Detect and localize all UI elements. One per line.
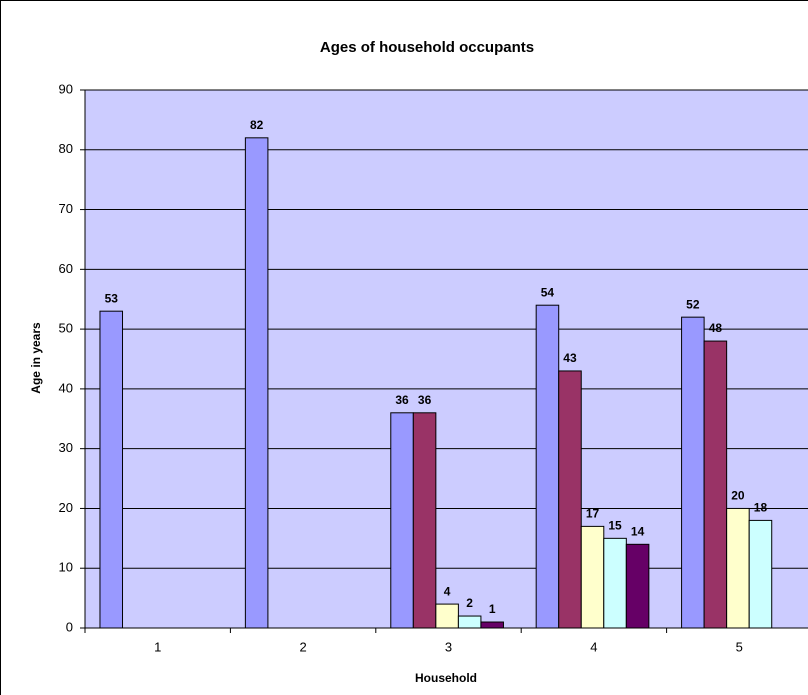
bar	[535, 304, 560, 629]
bar	[681, 316, 705, 629]
bar	[603, 537, 627, 629]
bar	[99, 310, 124, 629]
bar	[412, 412, 437, 629]
y-tick-label: 40	[59, 380, 73, 395]
data-label: 17	[586, 507, 600, 521]
bar	[480, 621, 504, 629]
x-tick-label: 3	[445, 639, 452, 654]
x-tick-label: 2	[299, 639, 306, 654]
y-tick-label: 70	[59, 201, 73, 216]
data-label: 4	[444, 584, 451, 598]
data-label: 2	[466, 596, 473, 610]
y-tick-label: 0	[66, 619, 73, 634]
data-label: 1	[489, 602, 496, 616]
bar	[390, 412, 414, 629]
x-tick-label: 5	[736, 639, 743, 654]
data-label: 36	[418, 393, 432, 407]
data-label: 53	[105, 291, 119, 305]
data-label: 54	[541, 285, 555, 299]
bar	[558, 370, 582, 629]
data-label: 15	[608, 519, 622, 533]
data-label: 82	[250, 118, 264, 132]
data-label: 48	[709, 321, 723, 335]
bar	[457, 615, 482, 629]
y-tick-label: 80	[59, 141, 73, 156]
bar	[703, 340, 728, 629]
y-axis-title: Age in years	[29, 322, 43, 394]
bar	[625, 543, 650, 629]
y-tick-label: 90	[59, 81, 73, 96]
y-tick-label: 20	[59, 500, 73, 515]
data-label: 14	[631, 524, 645, 538]
data-label: 52	[686, 297, 700, 311]
y-tick-label: 10	[59, 560, 73, 575]
y-tick-label: 30	[59, 440, 73, 455]
x-tick-label: 4	[590, 639, 597, 654]
bar	[435, 603, 459, 629]
bar	[748, 519, 773, 629]
y-tick-label: 60	[59, 261, 73, 276]
data-label: 20	[731, 489, 745, 503]
data-label: 36	[395, 393, 409, 407]
x-axis-title: Household	[415, 671, 477, 685]
data-label: 18	[754, 501, 768, 515]
y-tick-label: 50	[59, 321, 73, 336]
bar	[726, 507, 750, 629]
bar	[244, 137, 269, 629]
x-tick-label: 1	[154, 639, 161, 654]
bar	[580, 525, 605, 629]
chart-title: Ages of household occupants	[320, 39, 534, 56]
data-label: 43	[563, 351, 577, 365]
